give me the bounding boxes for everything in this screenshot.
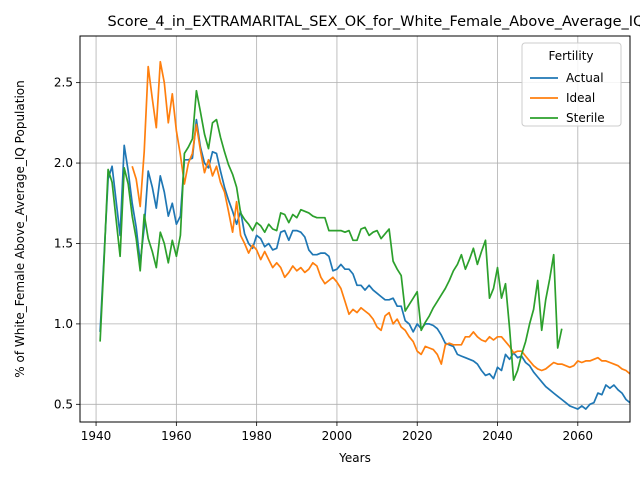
y-tick-label: 2.0 [54, 156, 73, 170]
x-tick-label: 2020 [402, 429, 433, 443]
y-tick-label: 0.5 [54, 397, 73, 411]
legend-entries: Actual Ideal Sterile [530, 71, 605, 125]
series-lines [99, 60, 630, 410]
x-tick-label: 2040 [482, 429, 513, 443]
legend-label-ideal: Ideal [566, 91, 595, 105]
legend: Fertility Actual Ideal Sterile [521, 42, 622, 127]
x-axis-ticks: 1940 1960 1980 2000 2020 2040 2060 [81, 422, 593, 443]
legend-box [521, 42, 622, 127]
legend-label-sterile: Sterile [566, 111, 605, 125]
series-line-sterile [99, 89, 563, 382]
x-tick-label: 1980 [241, 429, 272, 443]
plot-frame [79, 35, 631, 423]
y-axis-ticks: 0.5 1.0 1.5 2.0 2.5 [54, 76, 80, 411]
legend-label-actual: Actual [566, 71, 604, 85]
y-tick-label: 1.5 [54, 236, 73, 250]
series-line-actual [99, 118, 630, 410]
x-tick-label: 1960 [161, 429, 192, 443]
legend-title: Fertility [548, 49, 593, 63]
x-tick-label: 2000 [322, 429, 353, 443]
x-axis-label: Years [338, 451, 371, 465]
x-tick-label: 1940 [81, 429, 112, 443]
y-tick-label: 2.5 [54, 76, 73, 90]
grid [80, 36, 630, 422]
chart-title: Score_4_in_EXTRAMARITAL_SEX_OK_for_White… [108, 14, 640, 30]
y-tick-label: 1.0 [54, 317, 73, 331]
x-tick-label: 2060 [563, 429, 594, 443]
y-axis-label: % of White_Female Above_Average_IQ Popul… [13, 80, 27, 377]
series-line-ideal [131, 60, 630, 375]
